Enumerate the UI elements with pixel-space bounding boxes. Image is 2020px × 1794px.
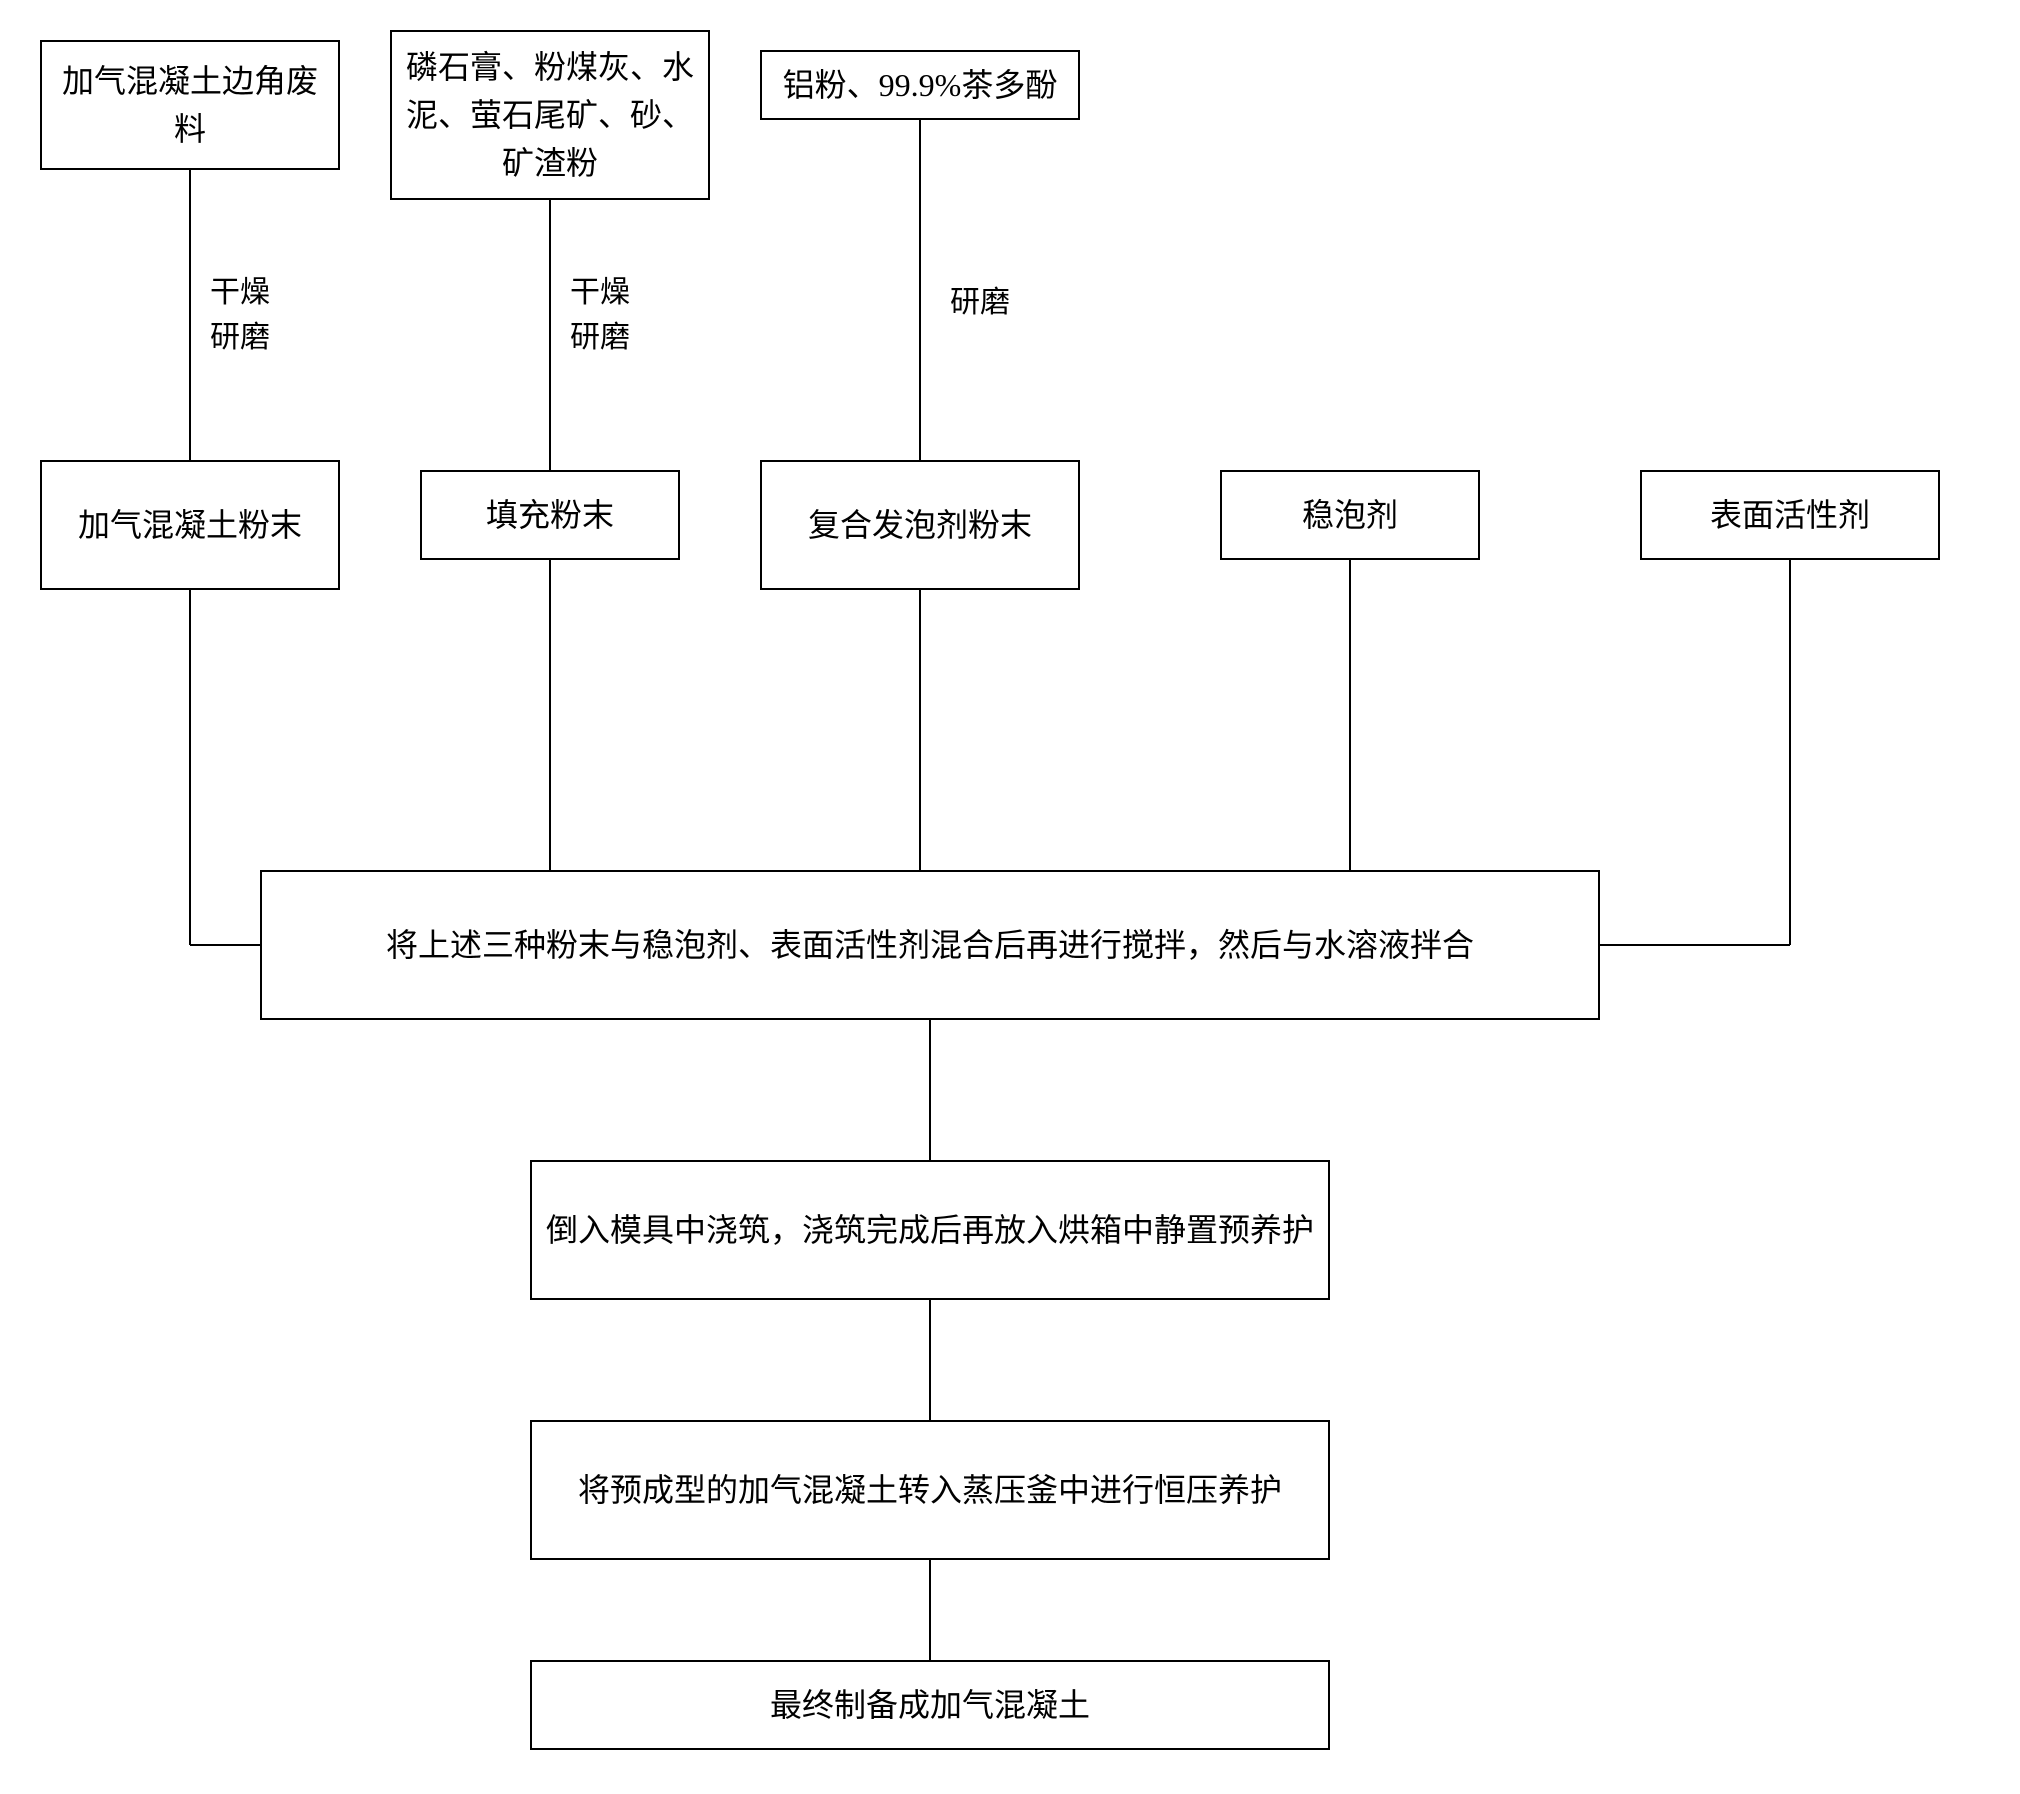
node-top2: 磷石膏、粉煤灰、水泥、萤石尾矿、砂、矿渣粉 [390,30,710,200]
node-auto: 将预成型的加气混凝土转入蒸压釜中进行恒压养护 [530,1420,1330,1560]
edge-label-3: 研磨 [950,280,1010,325]
edge-label-2: 干燥 研磨 [570,270,630,360]
node-top1: 加气混凝土边角废料 [40,40,340,170]
node-mix: 将上述三种粉末与稳泡剂、表面活性剂混合后再进行搅拌，然后与水溶液拌合 [260,870,1600,1020]
node-mid5: 表面活性剂 [1640,470,1940,560]
node-mid3: 复合发泡剂粉末 [760,460,1080,590]
node-final: 最终制备成加气混凝土 [530,1660,1330,1750]
node-mid1: 加气混凝土粉末 [40,460,340,590]
node-top3: 铝粉、99.9%茶多酚 [760,50,1080,120]
node-mid2: 填充粉末 [420,470,680,560]
edge-label-1: 干燥 研磨 [210,270,270,360]
node-cast: 倒入模具中浇筑，浇筑完成后再放入烘箱中静置预养护 [530,1160,1330,1300]
node-mid4: 稳泡剂 [1220,470,1480,560]
